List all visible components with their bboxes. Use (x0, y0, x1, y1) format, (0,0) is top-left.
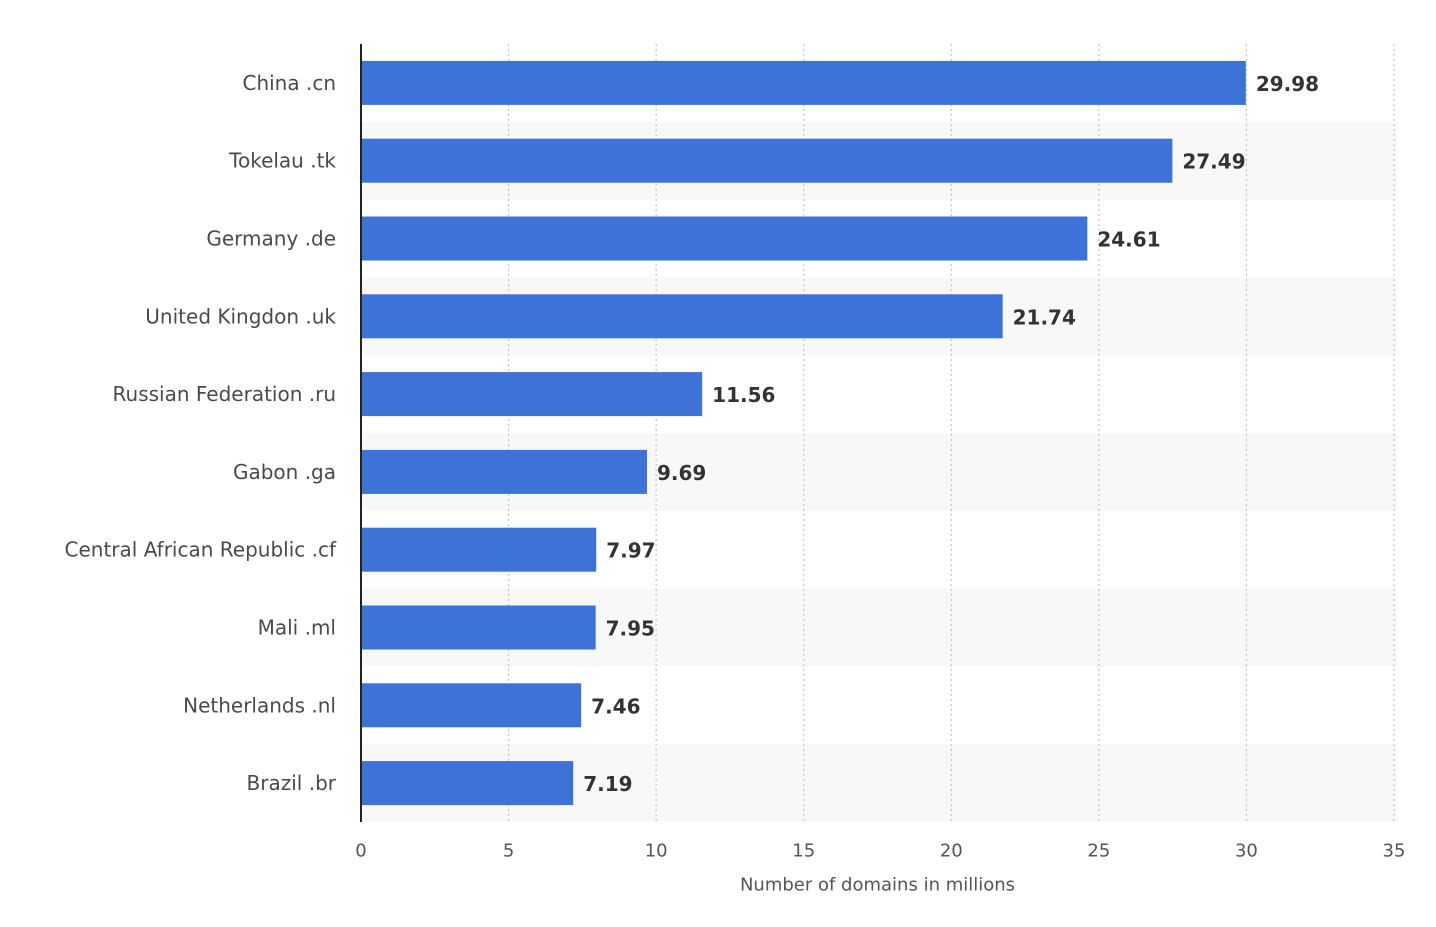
x-tick-label: 30 (1235, 841, 1258, 862)
category-label: Russian Federation .ru (113, 382, 336, 406)
category-label: Brazil .br (247, 771, 337, 795)
value-label: 21.74 (1013, 305, 1076, 329)
bar-4[interactable] (361, 372, 703, 417)
category-label: Tokelau .tk (228, 149, 336, 173)
x-tick-label: 25 (1087, 841, 1110, 862)
bar-5[interactable] (361, 449, 647, 494)
bar-8[interactable] (361, 683, 582, 728)
x-axis-title: Number of domains in millions (740, 875, 1015, 896)
category-label: Central African Republic .cf (65, 538, 337, 562)
category-label: Netherlands .nl (183, 693, 336, 717)
bar-6[interactable] (361, 527, 597, 572)
category-label: United Kingdon .uk (145, 304, 336, 328)
x-tick-label: 0 (355, 841, 366, 862)
x-tick-label: 35 (1383, 841, 1406, 862)
category-label: China .cn (242, 71, 336, 95)
bar-3[interactable] (361, 294, 1003, 339)
x-tick-label: 15 (792, 841, 815, 862)
bar-0[interactable] (361, 60, 1246, 105)
x-tick-label: 10 (645, 841, 668, 862)
value-label: 7.95 (606, 617, 655, 641)
value-label: 7.19 (583, 772, 632, 796)
value-label: 29.98 (1256, 72, 1319, 96)
category-label: Mali .ml (258, 616, 336, 640)
bar-2[interactable] (361, 216, 1088, 261)
value-label: 7.46 (591, 694, 640, 718)
x-tick-label: 20 (940, 841, 963, 862)
value-label: 27.49 (1182, 150, 1245, 174)
bar-1[interactable] (361, 138, 1173, 183)
value-label: 9.69 (657, 461, 706, 485)
category-label: Germany .de (206, 227, 336, 251)
x-tick-label: 5 (503, 841, 514, 862)
bar-7[interactable] (361, 605, 596, 650)
value-label: 7.97 (606, 539, 655, 563)
value-label: 11.56 (712, 383, 775, 407)
value-label: 24.61 (1097, 228, 1160, 252)
category-label: Gabon .ga (233, 460, 336, 484)
bar-9[interactable] (361, 761, 574, 806)
